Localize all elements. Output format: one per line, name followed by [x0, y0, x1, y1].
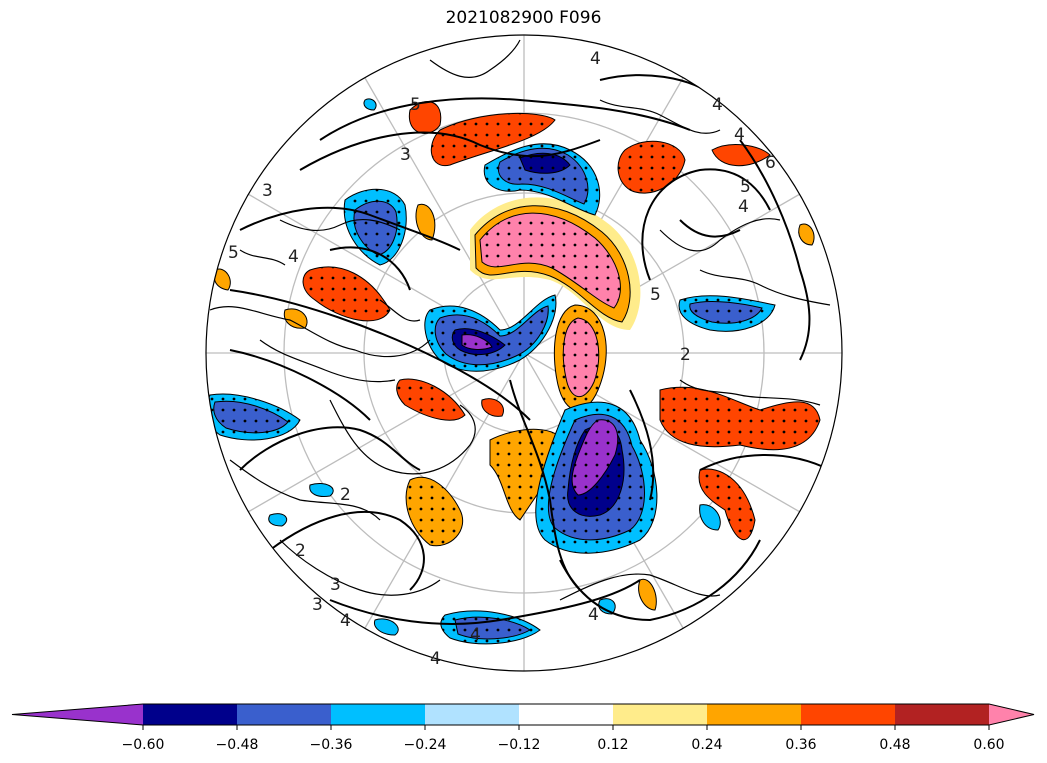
colorbar-segment: [331, 704, 426, 725]
contour-label: 4: [430, 649, 441, 669]
contour-label: 3: [330, 575, 341, 595]
contour-label: 5: [410, 95, 421, 115]
contour-label: 4: [590, 49, 601, 69]
contour-label: 5: [228, 243, 239, 263]
colorbar-tick-label: 0.48: [879, 737, 910, 753]
colorbar-tick-label: 0.24: [691, 737, 722, 753]
colorbar-segment: [519, 704, 614, 725]
colorbar-tick-label: −0.48: [216, 737, 259, 753]
contour-label: 2: [340, 485, 351, 505]
colorbar-tick-label: 0.60: [973, 737, 1004, 753]
colorbar-tick-label: −0.24: [404, 737, 447, 753]
anomaly-shading: [206, 98, 821, 645]
colorbar-segment: [143, 704, 238, 725]
contour-label: 3: [400, 145, 411, 165]
colorbar-ticks: −0.60 −0.48 −0.36 −0.24 −0.12 0.12 0.24 0.36 0.4…: [122, 725, 1005, 753]
colorbar-segment: [425, 704, 520, 725]
colorbar-segment: [801, 704, 896, 725]
contour-label: 3: [262, 181, 273, 201]
contour-label: 5: [740, 177, 751, 197]
contour-label: 4: [340, 611, 351, 631]
colorbar-tick-label: −0.60: [122, 737, 165, 753]
height-contours: [229, 74, 831, 625]
coastlines: [209, 39, 831, 601]
contour-label: 6: [765, 153, 776, 173]
contour-label: 4: [288, 247, 299, 267]
contour-label: 4: [734, 125, 745, 145]
colorbar-extend-low: [12, 704, 143, 725]
map-boundary: [205, 34, 843, 672]
contour-labels: 4 5 3 4 4 5 4 6 5 3 2 4 4 3 2 4 2 4 3 4 …: [228, 49, 776, 669]
contour-label: 4: [588, 605, 599, 625]
contour-label: 4: [738, 197, 749, 217]
colorbar-extend-high: [989, 704, 1034, 725]
colorbar-segment: [895, 704, 990, 725]
colorbar-segments: [11, 703, 1035, 726]
polar-map: 4 5 3 4 4 5 4 6 5 3 2 4 4 3 2 4 2 4 3 4 …: [205, 34, 843, 672]
colorbar-segment: [613, 704, 708, 725]
contour-label: 2: [295, 541, 306, 561]
colorbar-segment: [707, 704, 802, 725]
colorbar-tick-label: 0.36: [785, 737, 816, 753]
contour-label: 5: [650, 285, 661, 305]
map-title: 2021082900 F096: [445, 8, 602, 28]
colorbar-segment: [237, 704, 332, 725]
colorbar-tick-label: −0.36: [310, 737, 353, 753]
colorbar-tick-label: −0.12: [498, 737, 541, 753]
contour-label: 4: [712, 95, 723, 115]
colorbar-tick-label: 0.12: [597, 737, 628, 753]
contour-label: 4: [470, 625, 481, 645]
contour-label: 2: [680, 345, 691, 365]
contour-label: 3: [312, 595, 323, 615]
